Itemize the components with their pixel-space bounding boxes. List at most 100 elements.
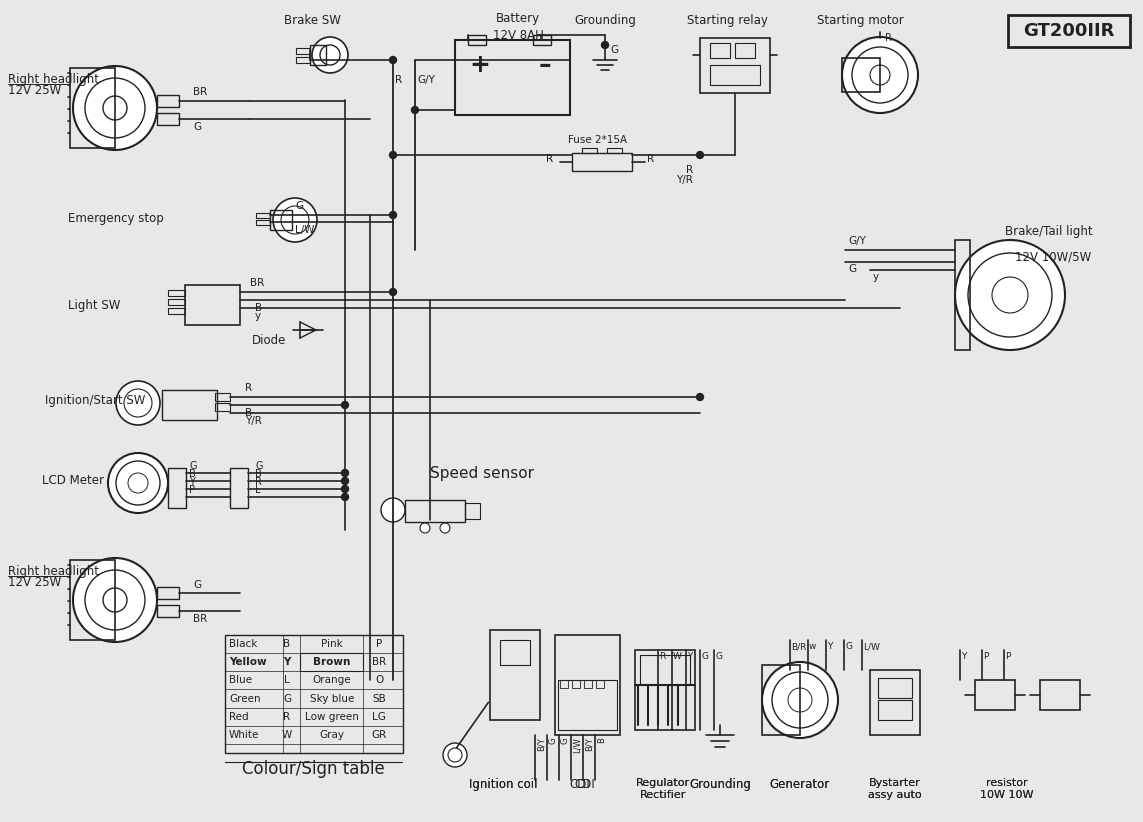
Circle shape bbox=[342, 478, 349, 484]
Bar bbox=[572, 680, 580, 688]
Bar bbox=[560, 680, 568, 688]
Text: B: B bbox=[283, 639, 290, 649]
Text: Regulator
Rectifier: Regulator Rectifier bbox=[636, 778, 690, 800]
Text: B: B bbox=[255, 303, 262, 313]
Text: B/Y: B/Y bbox=[585, 737, 594, 750]
Text: LG: LG bbox=[373, 712, 386, 722]
Text: Y/R: Y/R bbox=[245, 416, 262, 426]
Circle shape bbox=[601, 41, 608, 48]
Bar bbox=[596, 680, 604, 688]
Text: L: L bbox=[285, 676, 290, 686]
Bar bbox=[157, 113, 179, 125]
Text: Y/R: Y/R bbox=[677, 175, 693, 185]
Bar bbox=[230, 468, 248, 508]
Bar bbox=[270, 210, 291, 230]
Text: G/Y: G/Y bbox=[848, 236, 866, 246]
Bar bbox=[762, 665, 800, 735]
Text: Generator: Generator bbox=[770, 778, 830, 791]
Circle shape bbox=[115, 381, 160, 425]
Text: R: R bbox=[546, 154, 553, 164]
Bar bbox=[310, 45, 326, 65]
Text: 12V 10W/5W: 12V 10W/5W bbox=[1015, 250, 1092, 263]
Bar bbox=[157, 95, 179, 107]
Text: Grounding: Grounding bbox=[574, 14, 636, 27]
Bar bbox=[582, 148, 597, 153]
Bar bbox=[710, 65, 760, 85]
Circle shape bbox=[128, 473, 147, 493]
Text: Orange: Orange bbox=[313, 676, 351, 686]
Text: Brake/Tail light: Brake/Tail light bbox=[1005, 225, 1093, 238]
Bar bbox=[499, 640, 530, 665]
Text: y: y bbox=[873, 272, 879, 282]
Bar bbox=[168, 299, 185, 305]
Circle shape bbox=[852, 47, 908, 103]
Text: G: G bbox=[549, 737, 558, 744]
Text: G: G bbox=[845, 642, 852, 651]
Text: R: R bbox=[686, 165, 693, 175]
Text: R: R bbox=[647, 154, 654, 164]
Bar bbox=[70, 68, 115, 148]
Bar bbox=[168, 308, 185, 314]
Bar bbox=[467, 35, 486, 45]
Text: BR: BR bbox=[371, 658, 386, 667]
Text: B/Y: B/Y bbox=[537, 737, 546, 750]
Text: Red: Red bbox=[229, 712, 249, 722]
Bar bbox=[168, 290, 185, 296]
Text: resistor
10W 10W: resistor 10W 10W bbox=[981, 778, 1033, 801]
Bar bbox=[157, 605, 179, 617]
Bar bbox=[215, 403, 230, 411]
Text: B: B bbox=[245, 408, 253, 418]
Text: P: P bbox=[1005, 652, 1010, 661]
Circle shape bbox=[390, 211, 397, 219]
Text: Yellow: Yellow bbox=[229, 658, 266, 667]
Bar bbox=[405, 500, 465, 522]
Bar bbox=[533, 35, 551, 45]
Text: Ignition coil: Ignition coil bbox=[469, 778, 537, 791]
Text: P: P bbox=[189, 485, 195, 495]
Text: Y: Y bbox=[283, 658, 290, 667]
Circle shape bbox=[440, 523, 450, 533]
Text: R: R bbox=[660, 652, 665, 661]
Circle shape bbox=[443, 743, 467, 767]
Text: L/W: L/W bbox=[573, 737, 582, 753]
Text: R: R bbox=[283, 712, 290, 722]
Text: P: P bbox=[376, 639, 382, 649]
Circle shape bbox=[342, 469, 349, 477]
Bar bbox=[842, 58, 880, 92]
Text: Ignition/Start SW: Ignition/Start SW bbox=[45, 394, 145, 407]
Circle shape bbox=[696, 394, 703, 400]
Bar bbox=[185, 285, 240, 325]
Text: Grounding: Grounding bbox=[689, 778, 751, 791]
Text: w: w bbox=[809, 642, 816, 651]
Text: BR: BR bbox=[193, 614, 207, 624]
Circle shape bbox=[381, 498, 405, 522]
Text: Colour/Sign table: Colour/Sign table bbox=[241, 760, 384, 778]
Text: L/W: L/W bbox=[863, 642, 880, 651]
Circle shape bbox=[448, 748, 462, 762]
Bar bbox=[878, 700, 912, 720]
Bar bbox=[299, 653, 363, 672]
Circle shape bbox=[772, 672, 828, 728]
Bar bbox=[558, 680, 617, 730]
Bar bbox=[215, 393, 230, 401]
Text: B: B bbox=[597, 737, 606, 743]
Text: B/R: B/R bbox=[791, 642, 806, 651]
Text: G: G bbox=[716, 652, 722, 661]
Text: Brown: Brown bbox=[313, 658, 351, 667]
Text: Grounding: Grounding bbox=[689, 778, 751, 791]
Bar bbox=[225, 635, 403, 753]
Bar bbox=[710, 43, 730, 58]
Circle shape bbox=[390, 289, 397, 295]
Text: y: y bbox=[255, 311, 261, 321]
Text: B: B bbox=[255, 469, 262, 479]
Bar bbox=[956, 240, 970, 350]
Text: Speed sensor: Speed sensor bbox=[430, 466, 534, 481]
Circle shape bbox=[73, 558, 157, 642]
Text: Light SW: Light SW bbox=[67, 298, 120, 312]
Text: Starting relay: Starting relay bbox=[687, 14, 767, 27]
Text: Battery
12V 8AH: Battery 12V 8AH bbox=[493, 12, 543, 42]
Text: Y: Y bbox=[687, 652, 693, 661]
Circle shape bbox=[390, 57, 397, 63]
Circle shape bbox=[788, 688, 812, 712]
Circle shape bbox=[312, 37, 347, 73]
